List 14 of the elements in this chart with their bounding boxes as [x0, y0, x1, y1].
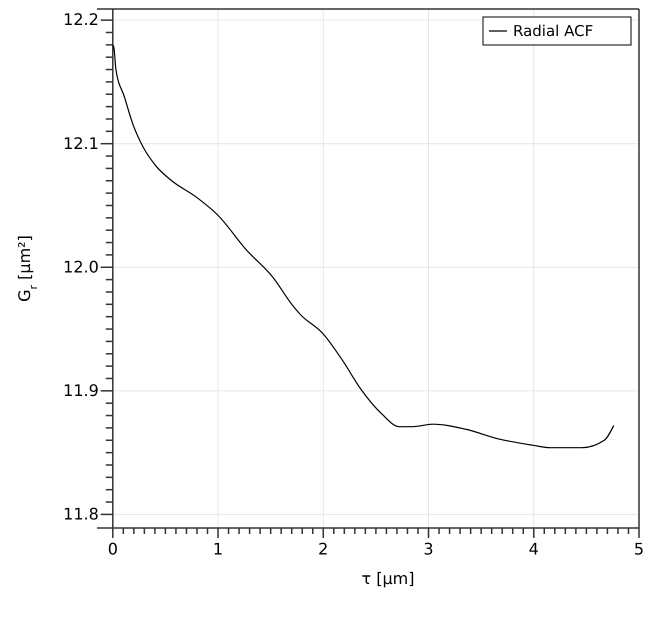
x-axis-title: τ [μm]: [362, 569, 414, 588]
y-tick-label: 12.1: [63, 134, 99, 153]
x-tick-label: 1: [212, 540, 224, 559]
x-tick-label: 5: [634, 540, 644, 559]
legend-label: Radial ACF: [513, 22, 594, 40]
x-tick-label: 3: [423, 540, 434, 559]
y-tick-label: 11.8: [63, 504, 99, 524]
y-tick-label: 11.9: [63, 380, 99, 400]
line-series: [112, 44, 614, 448]
x-tick-label: 0: [108, 540, 118, 559]
x-tick-label: 4: [528, 540, 539, 559]
y-tick-label: 12.2: [63, 10, 99, 30]
y-tick-label: 12.0: [63, 257, 99, 276]
x-tick-label: 2: [318, 540, 328, 559]
